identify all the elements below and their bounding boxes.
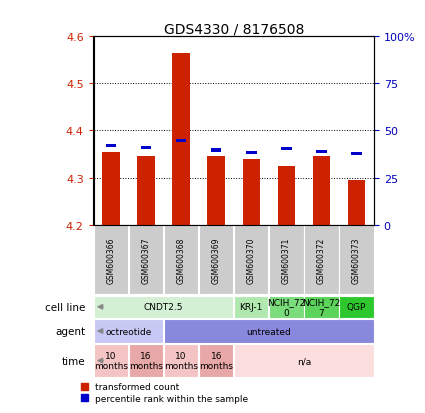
Text: GSM600366: GSM600366	[107, 237, 116, 283]
Bar	[199, 226, 233, 294]
Bar	[313, 157, 330, 225]
Bar	[211, 149, 221, 152]
Bar	[339, 226, 374, 294]
Text: cell line: cell line	[45, 302, 85, 312]
Text: 10
months: 10 months	[164, 351, 198, 370]
Bar	[164, 344, 198, 377]
Text: CNDT2.5: CNDT2.5	[144, 303, 183, 311]
Text: QGP: QGP	[347, 303, 366, 311]
Bar	[281, 147, 292, 151]
Text: GSM600371: GSM600371	[282, 237, 291, 283]
Bar	[94, 226, 128, 294]
Text: GSM600373: GSM600373	[352, 237, 361, 283]
Text: NCIH_72
7: NCIH_72 7	[302, 297, 340, 317]
Bar	[164, 320, 374, 343]
Legend: transformed count, percentile rank within the sample: transformed count, percentile rank withi…	[81, 382, 249, 403]
Bar	[137, 157, 155, 225]
Bar	[234, 226, 269, 294]
Bar	[304, 226, 339, 294]
Bar	[316, 150, 327, 154]
Bar	[94, 320, 163, 343]
Bar	[176, 140, 187, 143]
Text: GSM600372: GSM600372	[317, 237, 326, 283]
Bar	[243, 159, 260, 225]
Text: GSM600368: GSM600368	[177, 237, 186, 283]
Text: GSM600370: GSM600370	[247, 237, 256, 283]
Bar	[199, 344, 233, 377]
Text: 16
months: 16 months	[199, 351, 233, 370]
Bar	[304, 296, 339, 318]
Bar	[207, 157, 225, 225]
Bar	[234, 344, 374, 377]
Text: time: time	[62, 356, 85, 366]
Bar	[141, 147, 151, 150]
Text: untreated: untreated	[246, 327, 291, 336]
Bar	[348, 180, 365, 225]
Text: agent: agent	[55, 326, 85, 336]
Text: GSM600367: GSM600367	[142, 237, 150, 283]
Bar	[246, 151, 257, 154]
Bar	[269, 296, 303, 318]
Bar	[129, 344, 163, 377]
Text: 16
months: 16 months	[129, 351, 163, 370]
Bar	[129, 226, 163, 294]
Bar	[102, 152, 120, 225]
Bar	[269, 226, 303, 294]
Bar	[106, 144, 116, 147]
Bar	[339, 296, 374, 318]
Title: GDS4330 / 8176508: GDS4330 / 8176508	[164, 22, 304, 36]
Bar	[234, 296, 269, 318]
Text: GSM600369: GSM600369	[212, 237, 221, 283]
Bar	[164, 226, 198, 294]
Text: n/a: n/a	[297, 356, 311, 365]
Text: 10
months: 10 months	[94, 351, 128, 370]
Bar	[94, 296, 233, 318]
Bar	[94, 344, 128, 377]
Bar	[173, 54, 190, 225]
Text: KRJ-1: KRJ-1	[240, 303, 263, 311]
Bar	[351, 153, 362, 156]
Text: octreotide: octreotide	[105, 327, 152, 336]
Bar	[278, 166, 295, 225]
Text: NCIH_72
0: NCIH_72 0	[267, 297, 306, 317]
